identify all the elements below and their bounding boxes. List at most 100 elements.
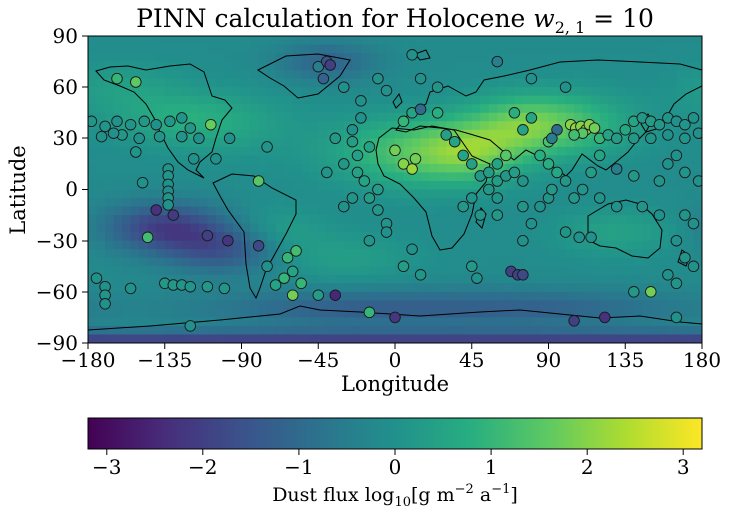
y-axis: 90 60 30 0 −30 −60 −90 Latitude <box>6 24 88 355</box>
site-marker <box>286 265 299 278</box>
field-cell <box>335 121 345 131</box>
field-cell <box>429 266 439 276</box>
field-cell <box>395 300 405 310</box>
field-cell <box>582 206 592 216</box>
field-cell <box>565 138 575 148</box>
field-cell <box>377 274 388 284</box>
field-cell <box>548 266 558 276</box>
field-cell <box>309 249 319 259</box>
field-cell <box>360 44 371 54</box>
field-cell <box>258 172 268 182</box>
field-cell <box>471 317 481 327</box>
field-cell <box>215 266 226 276</box>
field-cell <box>292 121 302 131</box>
x-tick-label: −90 <box>220 348 262 372</box>
field-cell <box>156 291 166 301</box>
field-cell <box>471 325 481 336</box>
field-cell <box>616 53 626 63</box>
field-cell <box>565 283 575 293</box>
field-cell <box>565 87 575 97</box>
field-cell <box>650 300 660 310</box>
field-cell <box>241 138 251 148</box>
field-cell <box>275 163 285 174</box>
field-cell <box>181 325 191 336</box>
site-marker <box>355 95 367 107</box>
field-cell <box>403 283 413 293</box>
field-cell <box>173 172 183 182</box>
field-cell <box>267 198 277 208</box>
site-marker <box>111 72 123 85</box>
field-cell <box>480 274 490 284</box>
field-cell <box>693 257 702 267</box>
field-cell <box>557 163 567 174</box>
field-cell <box>591 163 601 174</box>
field-cell <box>284 283 294 293</box>
field-cell <box>156 53 166 63</box>
field-cell <box>454 266 464 276</box>
field-cell <box>352 283 362 293</box>
field-cell <box>343 266 353 276</box>
field-cell <box>454 291 464 301</box>
field-cell <box>531 104 541 114</box>
field-cell <box>480 317 490 327</box>
field-cell <box>352 70 362 80</box>
field-cell <box>284 308 294 319</box>
field-cell <box>241 266 251 276</box>
field-cell <box>250 138 260 148</box>
field-cell <box>488 308 498 319</box>
field-cell <box>684 155 695 165</box>
field-cell <box>531 78 541 88</box>
field-cell <box>250 257 260 267</box>
field-cell <box>232 44 243 54</box>
field-cell <box>514 70 524 80</box>
field-cell <box>531 44 541 54</box>
field-cell <box>565 61 575 71</box>
field-cell <box>88 78 98 88</box>
field-cell <box>429 232 439 242</box>
field-cell <box>352 257 362 267</box>
field-cell <box>292 104 302 114</box>
field-cell <box>377 129 388 139</box>
field-cell <box>420 249 430 259</box>
field-cell <box>548 274 558 284</box>
field-cell <box>531 155 541 165</box>
field-cell <box>548 240 558 250</box>
field-cell <box>548 325 558 336</box>
field-cell <box>403 308 413 319</box>
field-cell <box>531 70 541 80</box>
field-cell <box>454 334 464 343</box>
field-cell <box>642 249 652 259</box>
field-cell <box>113 138 123 148</box>
field-cell <box>105 198 115 208</box>
field-cell <box>352 206 362 216</box>
field-cell <box>258 44 268 54</box>
field-cell <box>412 223 422 233</box>
field-cell <box>625 121 635 131</box>
field-cell <box>335 240 345 250</box>
field-cell <box>633 300 643 310</box>
field-cell <box>292 87 302 97</box>
field-cell <box>539 215 550 225</box>
field-cell <box>198 189 208 199</box>
field-cell <box>403 206 413 216</box>
field-cell <box>241 155 251 165</box>
field-cell <box>582 44 592 54</box>
field-cell <box>309 300 319 310</box>
field-cell <box>309 44 319 54</box>
site-marker <box>409 153 422 165</box>
field-cell <box>198 266 208 276</box>
field-cell <box>463 198 473 208</box>
map-panel <box>87 35 703 344</box>
site-marker <box>559 81 572 93</box>
field-cell <box>241 215 251 225</box>
field-cell <box>147 291 157 301</box>
field-cell <box>258 70 268 80</box>
field-cell <box>386 104 396 114</box>
field-cell <box>574 291 584 301</box>
field-cell <box>625 317 635 327</box>
field-cell <box>497 121 507 131</box>
field-cell <box>659 61 669 71</box>
field-cell <box>258 104 268 114</box>
field-cell <box>250 129 260 139</box>
field-cell <box>130 36 140 46</box>
